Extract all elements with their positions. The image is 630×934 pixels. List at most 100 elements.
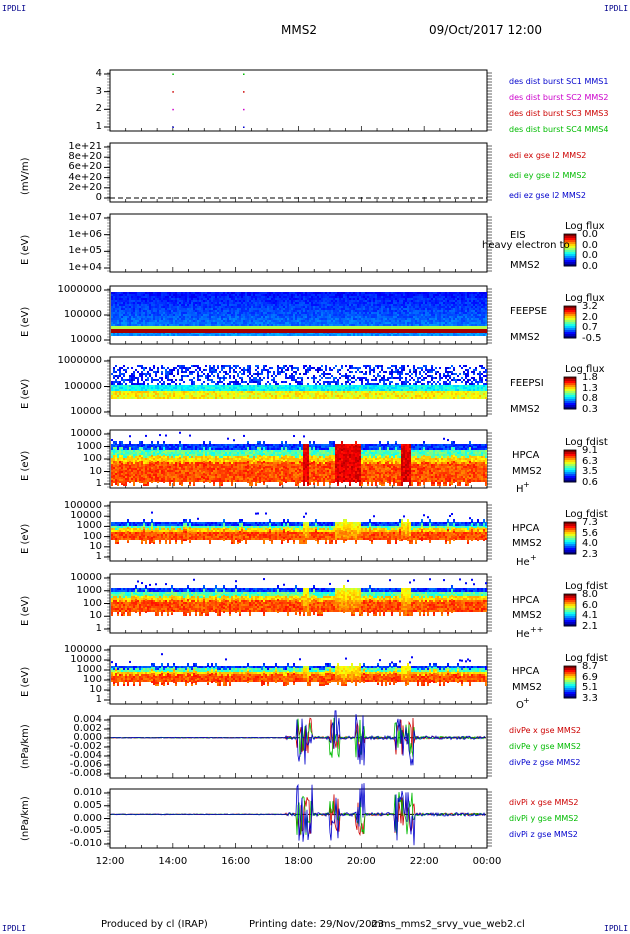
feepse-pixel xyxy=(133,320,135,322)
feepse-pixel xyxy=(171,314,173,316)
feepse-pixel xyxy=(327,326,329,329)
feepse-pixel xyxy=(313,316,315,318)
feepse-pixel xyxy=(261,298,263,300)
feepse-pixel xyxy=(289,324,291,326)
feepse-pixel xyxy=(149,292,151,294)
feepse-pixel xyxy=(353,334,355,336)
feepse-pixel xyxy=(345,312,347,314)
feepse-pixel xyxy=(301,318,303,320)
feepse-pixel xyxy=(315,329,317,333)
feepse-pixel xyxy=(143,300,145,302)
feepse-pixel xyxy=(255,310,257,312)
feepse-pixel xyxy=(457,314,459,316)
feepse-pixel xyxy=(287,292,289,294)
feepse-pixel xyxy=(365,302,367,304)
feepse-pixel xyxy=(193,306,195,308)
feepse-pixel xyxy=(299,324,301,326)
feepse-pixel xyxy=(133,304,135,306)
feepse-pixel xyxy=(213,310,215,312)
feepse-pixel xyxy=(191,314,193,316)
feepse-pixel xyxy=(363,298,365,300)
feepse-pixel xyxy=(351,318,353,320)
feepse-pixel xyxy=(321,300,323,302)
feepse-pixel xyxy=(155,292,157,294)
feepse-pixel xyxy=(143,306,145,308)
feepse-pixel xyxy=(181,308,183,310)
feepse-pixel xyxy=(231,302,233,304)
feepse-pixel xyxy=(165,326,167,329)
feepse-pixel xyxy=(277,318,279,320)
feepse-pixel xyxy=(175,294,177,296)
feepse-pixel xyxy=(195,324,197,326)
feepse-pixel xyxy=(161,300,163,302)
feepse-pixel xyxy=(193,310,195,312)
feepse-pixel xyxy=(305,298,307,300)
feepse-pixel xyxy=(215,326,217,329)
feepse-pixel xyxy=(355,292,357,294)
feepse-pixel xyxy=(189,314,191,316)
feepse-pixel xyxy=(341,314,343,316)
feepse-pixel xyxy=(191,292,193,294)
feepse-pixel xyxy=(373,334,375,336)
feepse-pixel xyxy=(113,326,115,329)
feepse-pixel xyxy=(409,324,411,326)
feepse-pixel xyxy=(361,302,363,304)
feepse-pixel xyxy=(357,312,359,314)
feepse-pixel xyxy=(121,310,123,312)
feepse-pixel xyxy=(355,310,357,312)
feepse-pixel xyxy=(199,324,201,326)
feepse-pixel xyxy=(165,310,167,312)
feepse-pixel xyxy=(225,334,227,336)
feepse-pixel xyxy=(367,294,369,296)
feepse-pixel xyxy=(221,294,223,296)
feepse-pixel xyxy=(217,306,219,308)
feepse-pixel xyxy=(131,324,133,326)
feepse-pixel xyxy=(447,292,449,294)
feepse-pixel xyxy=(341,294,343,296)
feepse-pixel xyxy=(203,318,205,320)
feepse-pixel xyxy=(273,324,275,326)
feepse-pixel xyxy=(411,318,413,320)
feepse-pixel xyxy=(161,322,163,324)
feepse-pixel xyxy=(187,312,189,314)
feepse-pixel xyxy=(281,310,283,312)
feepse-pixel xyxy=(215,302,217,304)
feepse-pixel xyxy=(185,318,187,320)
feepse-pixel xyxy=(137,314,139,316)
feepse-pixel xyxy=(163,308,165,310)
feepse-pixel xyxy=(311,306,313,308)
feepse-pixel xyxy=(167,318,169,320)
feepse-pixel xyxy=(185,329,187,333)
feepse-pixel xyxy=(447,304,449,306)
feepse-pixel xyxy=(325,304,327,306)
feepse-pixel xyxy=(353,316,355,318)
feepse-pixel xyxy=(163,296,165,298)
feepse-pixel xyxy=(235,312,237,314)
feepse-pixel xyxy=(259,312,261,314)
feepse-pixel xyxy=(209,310,211,312)
feepse-pixel xyxy=(291,306,293,308)
feepse-pixel xyxy=(357,320,359,322)
feepse-pixel xyxy=(395,292,397,294)
feepse-pixel xyxy=(229,326,231,329)
feepse-pixel xyxy=(425,326,427,329)
feepse-pixel xyxy=(183,320,185,322)
feepse-pixel xyxy=(113,320,115,322)
feepse-pixel xyxy=(261,312,263,314)
feepse-pixel xyxy=(139,329,141,333)
feepse-pixel xyxy=(433,298,435,300)
feepse-pixel xyxy=(281,308,283,310)
feepse-pixel xyxy=(383,312,385,314)
feepse-pixel xyxy=(405,300,407,302)
feepse-pixel xyxy=(423,310,425,312)
feepse-pixel xyxy=(279,314,281,316)
feepse-pixel xyxy=(199,298,201,300)
feepse-pixel xyxy=(395,306,397,308)
feepse-pixel xyxy=(245,304,247,306)
feepse-pixel xyxy=(307,334,309,336)
feepse-pixel xyxy=(355,316,357,318)
feepse-pixel xyxy=(139,314,141,316)
feepse-pixel xyxy=(399,300,401,302)
feepse-pixel xyxy=(335,320,337,322)
feepse-pixel xyxy=(217,320,219,322)
